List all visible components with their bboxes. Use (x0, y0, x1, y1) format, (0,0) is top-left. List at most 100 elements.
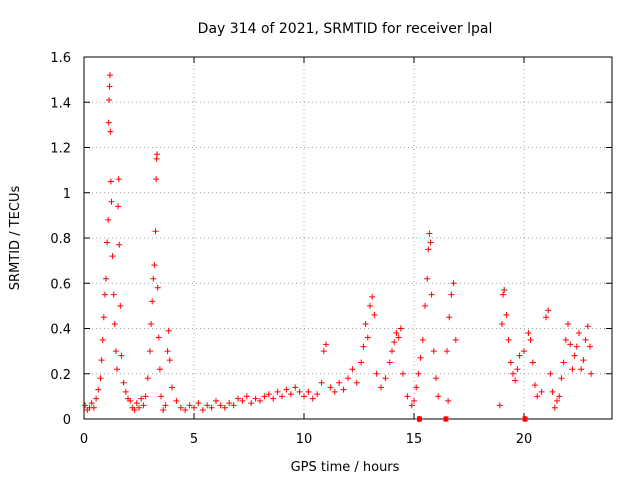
data-point (127, 397, 134, 404)
data-point (309, 395, 316, 402)
data-points (82, 72, 595, 422)
data-point (136, 404, 142, 411)
data-point (154, 284, 161, 291)
data-point (235, 395, 241, 402)
data-point (425, 246, 432, 253)
data-point (100, 314, 107, 321)
data-point (371, 311, 378, 318)
data-point (501, 287, 508, 294)
data-point (177, 404, 184, 411)
gap-marker (417, 416, 422, 422)
data-point (182, 406, 189, 413)
data-point (408, 402, 415, 409)
data-point (503, 311, 510, 318)
plot-frame (83, 56, 613, 420)
data-point (165, 327, 172, 334)
data-point (279, 393, 285, 400)
data-point (103, 275, 109, 282)
data-point (120, 379, 127, 386)
data-point (106, 96, 113, 103)
data-point (107, 128, 114, 135)
data-point (323, 341, 329, 348)
data-point (131, 406, 138, 413)
data-point (314, 391, 321, 398)
data-point (450, 280, 457, 287)
data-point (507, 359, 514, 366)
data-point (327, 384, 334, 391)
data-point (400, 370, 406, 377)
data-point (270, 395, 277, 402)
data-point (417, 354, 424, 361)
data-point (496, 402, 503, 409)
data-point (106, 72, 113, 79)
data-point (580, 357, 587, 364)
data-point (358, 359, 365, 366)
data-point (97, 375, 104, 382)
data-point (424, 275, 431, 282)
data-point (115, 203, 122, 210)
y-tick-label: 0.6 (50, 277, 71, 292)
data-point (217, 402, 224, 409)
data-point (521, 348, 527, 355)
data-point (191, 404, 197, 411)
data-point (162, 402, 169, 409)
data-point (104, 239, 111, 246)
data-point (118, 352, 125, 359)
data-point (549, 388, 556, 395)
data-point (545, 307, 552, 314)
x-tick-label: 0 (80, 432, 88, 447)
data-point (109, 253, 116, 260)
data-point (573, 343, 580, 350)
data-point (543, 314, 549, 321)
data-point (208, 404, 215, 411)
data-point (252, 395, 259, 402)
data-point (144, 375, 151, 382)
data-point (138, 395, 145, 402)
data-point (173, 397, 180, 404)
data-point (230, 402, 237, 409)
data-point (90, 404, 97, 411)
x-axis-label: GPS time / hours (291, 460, 400, 475)
data-point (433, 375, 439, 382)
data-point (114, 366, 120, 373)
data-point (411, 397, 417, 404)
data-point (516, 352, 523, 359)
y-tick-label: 0.4 (50, 323, 71, 338)
data-point (560, 359, 567, 366)
data-point (428, 291, 435, 298)
data-point (362, 320, 369, 327)
data-point (413, 384, 420, 391)
data-point (571, 352, 578, 359)
x-tick-label: 15 (406, 432, 423, 447)
data-point (419, 336, 426, 343)
y-axis-label: SRMTID / TECUs (8, 186, 23, 291)
data-point (393, 330, 400, 337)
data-point (204, 402, 211, 409)
data-point (305, 388, 312, 395)
data-point (221, 404, 228, 411)
data-point (382, 375, 389, 382)
data-point (133, 400, 140, 407)
data-point (587, 343, 593, 350)
data-point (213, 397, 219, 404)
data-point (556, 393, 563, 400)
data-point (551, 404, 558, 411)
data-point (296, 388, 303, 395)
data-point (562, 336, 569, 343)
data-point (98, 357, 105, 364)
data-point (582, 336, 589, 343)
y-tick-label: 1 (63, 187, 71, 202)
data-point (547, 370, 554, 377)
data-point (122, 388, 129, 395)
data-point (186, 402, 193, 409)
y-tick-label: 0.2 (50, 368, 71, 383)
x-tick-labels: 0 5 10 15 20 (80, 432, 532, 447)
data-point (107, 178, 114, 185)
data-point (558, 375, 565, 382)
data-point (318, 379, 325, 386)
data-point (148, 320, 155, 327)
data-point (248, 400, 255, 407)
data-point (226, 400, 233, 407)
data-point (588, 370, 595, 377)
data-point (578, 366, 585, 373)
